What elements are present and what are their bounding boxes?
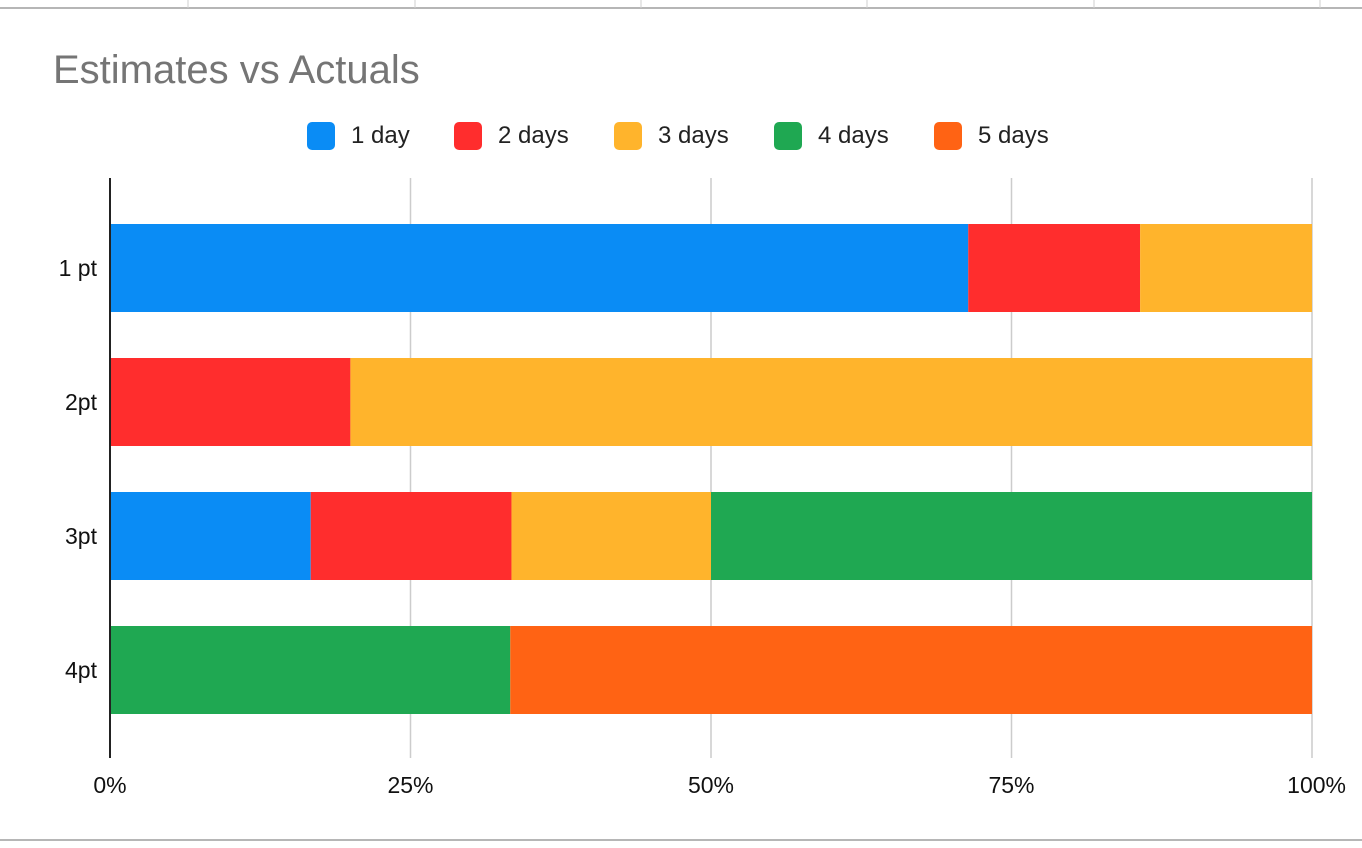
x-tick-label: 25% — [387, 772, 433, 798]
legend-label: 2 days — [498, 122, 569, 149]
legend-item: 4 days — [774, 118, 889, 154]
legend: 1 day 2 days 3 days 4 days 5 days — [0, 118, 1362, 154]
bars — [110, 224, 1312, 714]
legend-swatch — [934, 122, 962, 150]
legend-swatch — [774, 122, 802, 150]
bar-segment — [1140, 224, 1312, 312]
legend-label: 5 days — [978, 122, 1049, 149]
y-category-label: 4pt — [65, 657, 98, 683]
x-tick-label: 0% — [93, 772, 126, 798]
bar-segment — [510, 626, 1312, 714]
tick-labels: 0% 25% 50% 75% 100% 1 pt 2pt 3pt 4pt — [59, 255, 1346, 798]
bar-segment — [110, 358, 351, 446]
legend-item: 5 days — [934, 118, 1049, 154]
bar-segment — [110, 492, 311, 580]
bar-segment — [968, 224, 1141, 312]
y-category-label: 2pt — [65, 389, 98, 415]
bar-segment — [711, 492, 1312, 580]
legend-label: 1 day — [351, 122, 410, 149]
x-tick-label: 50% — [688, 772, 734, 798]
bar-segment — [310, 492, 512, 580]
legend-label: 4 days — [818, 122, 889, 149]
bar-segment — [511, 492, 711, 580]
bar-segment — [110, 626, 511, 714]
legend-label: 3 days — [658, 122, 729, 149]
x-tick-label: 100% — [1287, 772, 1346, 798]
legend-item: 1 day — [307, 118, 410, 154]
y-category-label: 1 pt — [59, 255, 98, 281]
bar-segment — [110, 224, 969, 312]
chart-title: Estimates vs Actuals — [53, 48, 420, 92]
legend-swatch — [307, 122, 335, 150]
y-category-label: 3pt — [65, 523, 98, 549]
x-tick-label: 75% — [988, 772, 1034, 798]
legend-item: 3 days — [614, 118, 729, 154]
legend-swatch — [454, 122, 482, 150]
legend-item: 2 days — [454, 118, 569, 154]
legend-swatch — [614, 122, 642, 150]
bar-segment — [350, 358, 1312, 446]
